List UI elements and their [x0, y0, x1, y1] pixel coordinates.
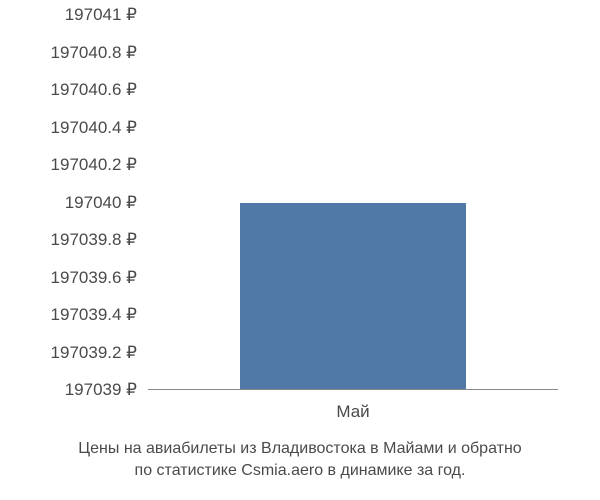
caption-line1: Цены на авиабилеты из Владивостока в Май…	[0, 440, 600, 458]
y-tick: 197039.4 ₽	[51, 305, 137, 325]
y-tick: 197039.8 ₽	[51, 230, 137, 250]
caption-line2: по статистике Csmia.aero в динамике за г…	[0, 462, 600, 480]
y-tick: 197040.2 ₽	[51, 155, 137, 175]
y-tick: 197039.2 ₽	[51, 343, 137, 363]
plot-area	[148, 15, 558, 390]
x-axis-label: Май	[336, 402, 369, 422]
y-tick: 197041 ₽	[65, 5, 137, 25]
y-tick: 197039 ₽	[65, 380, 137, 400]
chart-container: 197041 ₽ 197040.8 ₽ 197040.6 ₽ 197040.4 …	[0, 0, 600, 500]
y-tick: 197039.6 ₽	[51, 268, 137, 288]
bar-may	[240, 203, 466, 391]
y-tick: 197040.4 ₽	[51, 118, 137, 138]
y-tick: 197040.8 ₽	[51, 43, 137, 63]
x-axis-baseline	[148, 389, 558, 390]
y-axis: 197041 ₽ 197040.8 ₽ 197040.6 ₽ 197040.4 …	[0, 15, 145, 390]
y-tick: 197040.6 ₽	[51, 80, 137, 100]
y-tick: 197040 ₽	[65, 193, 137, 213]
